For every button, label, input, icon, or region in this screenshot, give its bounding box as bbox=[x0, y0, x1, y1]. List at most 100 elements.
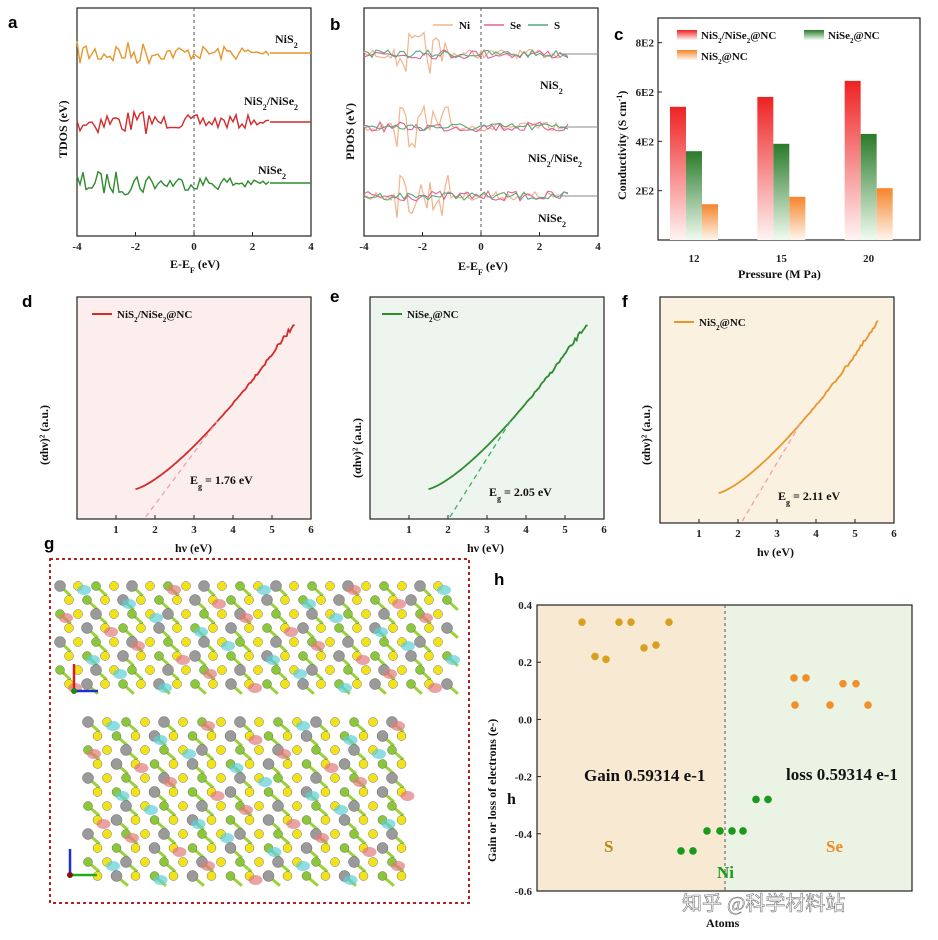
charge-density-lobe bbox=[343, 875, 358, 885]
atom bbox=[127, 609, 137, 619]
atom bbox=[102, 801, 112, 811]
crystal-structure-render bbox=[54, 580, 460, 887]
atom bbox=[349, 717, 359, 727]
atom bbox=[300, 842, 313, 854]
atom bbox=[225, 871, 236, 881]
atom bbox=[316, 595, 326, 605]
atom bbox=[55, 665, 65, 675]
atom bbox=[343, 665, 353, 675]
charge-density-lobe bbox=[302, 599, 316, 609]
atom bbox=[343, 609, 353, 619]
charge-density-lobe bbox=[191, 819, 206, 829]
atom bbox=[91, 581, 101, 591]
bar-0-1 bbox=[686, 151, 702, 240]
charge-point-s bbox=[665, 618, 673, 626]
atom bbox=[282, 871, 293, 881]
atom bbox=[316, 651, 326, 661]
panel-c-ticks: 2E2 4E2 6E2 8E2 bbox=[636, 38, 662, 198]
pdos-s-1 bbox=[363, 122, 569, 132]
charge-density-lobe bbox=[353, 777, 367, 787]
atom bbox=[253, 665, 263, 675]
charge-density-lobe bbox=[106, 861, 120, 871]
atom bbox=[369, 678, 381, 690]
atom bbox=[424, 595, 434, 605]
ylabel-d: (αhν)² (a.u.) bbox=[37, 405, 51, 465]
charge-density-lobe bbox=[212, 599, 226, 609]
atom bbox=[244, 651, 254, 661]
b-x-tick-label: 4 bbox=[595, 241, 601, 253]
atom bbox=[320, 871, 331, 881]
atom bbox=[225, 678, 237, 690]
f-tangent bbox=[741, 423, 801, 522]
h-y-tick-label: -0.4 bbox=[515, 829, 533, 841]
charge-density-lobe bbox=[239, 805, 253, 815]
atom bbox=[273, 717, 283, 727]
charge-density-lobe bbox=[428, 683, 442, 693]
atom bbox=[289, 581, 299, 591]
b-x-tick-label: 2 bbox=[537, 241, 543, 253]
charge-density-lobe bbox=[266, 655, 280, 665]
panel-g: g bbox=[44, 534, 470, 904]
atom bbox=[338, 758, 351, 770]
atom bbox=[197, 773, 207, 783]
atom bbox=[300, 730, 313, 742]
panel-letter-d: d bbox=[22, 292, 32, 311]
atom bbox=[396, 843, 407, 853]
atom bbox=[189, 594, 201, 606]
atom bbox=[168, 759, 179, 769]
atom bbox=[396, 731, 407, 741]
atom bbox=[208, 623, 218, 633]
charge-density-lobe bbox=[113, 669, 127, 679]
bar-0-0 bbox=[670, 106, 686, 240]
atom bbox=[280, 651, 290, 661]
d-x-tick-label: 2 bbox=[152, 524, 158, 536]
tdos-curve-0 bbox=[76, 40, 270, 66]
charge-density-lobe bbox=[248, 683, 262, 693]
charge-density-lobe bbox=[144, 805, 158, 815]
atom bbox=[102, 829, 112, 839]
atom bbox=[272, 856, 284, 868]
atom bbox=[282, 731, 293, 741]
atom bbox=[396, 815, 407, 825]
charge-density-lobe bbox=[194, 627, 208, 637]
atom bbox=[292, 773, 302, 783]
ylabel-f: (αhν)² (a.u.) bbox=[639, 405, 653, 465]
atom bbox=[206, 731, 217, 741]
charge-density-lobe bbox=[419, 613, 433, 623]
atom bbox=[280, 595, 290, 605]
atom bbox=[217, 609, 227, 619]
charge-density-lobe bbox=[201, 861, 215, 871]
atom bbox=[379, 637, 389, 647]
atom bbox=[130, 815, 141, 825]
atom bbox=[377, 759, 388, 769]
legend-b-s: S bbox=[554, 20, 560, 32]
atom bbox=[168, 871, 179, 881]
atom bbox=[377, 871, 388, 881]
atom bbox=[206, 815, 217, 825]
atom bbox=[178, 829, 188, 839]
atom bbox=[348, 744, 360, 756]
atom bbox=[358, 759, 369, 769]
pdos-se-2 bbox=[363, 189, 569, 202]
f-x-tick-label: 4 bbox=[813, 528, 819, 540]
atom bbox=[198, 580, 210, 592]
atom bbox=[130, 731, 141, 741]
atom bbox=[320, 843, 331, 853]
atom bbox=[414, 580, 426, 592]
region-loss bbox=[725, 605, 912, 891]
e-x-tick-label: 2 bbox=[445, 524, 451, 536]
atom bbox=[224, 842, 237, 854]
atom bbox=[387, 745, 397, 755]
charge-density-lobe bbox=[176, 655, 190, 665]
atom bbox=[330, 829, 340, 839]
atom bbox=[178, 801, 188, 811]
legend-d: NiS2/NiSe2@NC bbox=[117, 309, 192, 324]
ylabel-b: PDOS (eV) bbox=[343, 103, 357, 160]
charge-density-lobe bbox=[347, 585, 361, 595]
atom bbox=[224, 730, 237, 742]
atom bbox=[342, 636, 354, 648]
charge-point-se bbox=[790, 674, 798, 682]
panel-c-bars: 12 15 20 bbox=[670, 80, 893, 265]
atom bbox=[270, 636, 282, 648]
atom bbox=[118, 623, 128, 633]
